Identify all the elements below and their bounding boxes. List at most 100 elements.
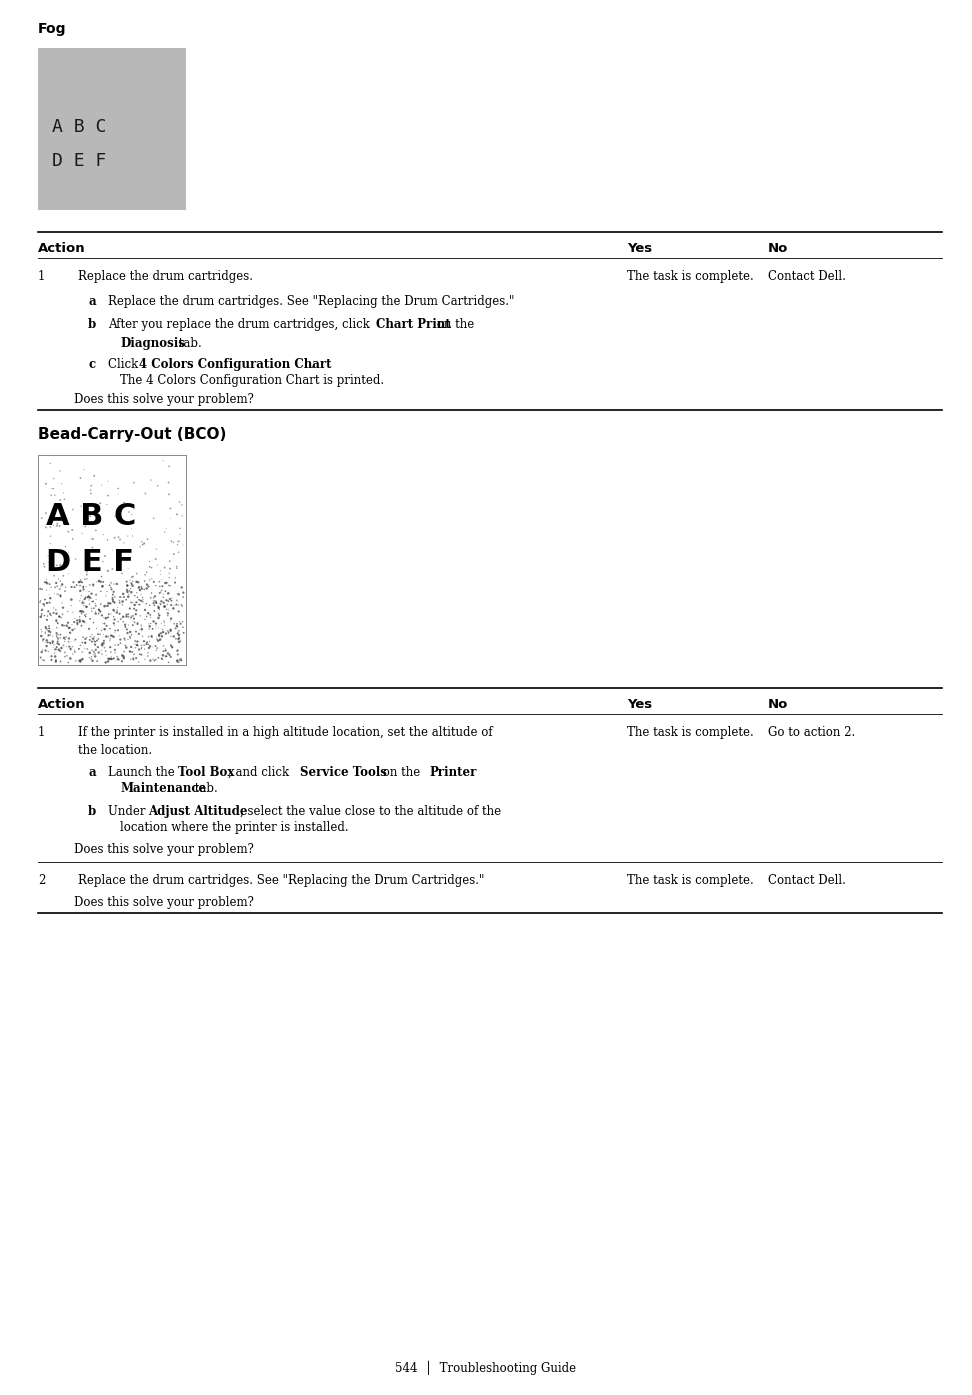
Point <box>43 632 58 654</box>
Point <box>162 550 178 572</box>
Point <box>46 547 61 569</box>
Point <box>79 626 94 649</box>
Point <box>139 631 155 653</box>
Point <box>57 536 73 558</box>
Point <box>171 600 187 622</box>
Point <box>96 618 112 640</box>
Point <box>161 582 177 604</box>
Point <box>48 650 63 672</box>
Point <box>154 590 169 612</box>
Point <box>158 644 174 667</box>
Point <box>47 583 62 605</box>
Point <box>127 629 143 651</box>
Point <box>124 591 140 614</box>
Point <box>49 651 64 674</box>
Point <box>102 647 118 670</box>
Point <box>90 628 106 650</box>
Point <box>79 564 94 586</box>
Text: Fog: Fog <box>38 22 66 36</box>
Point <box>74 572 89 594</box>
Point <box>175 611 191 633</box>
Point <box>53 473 69 495</box>
Point <box>72 605 87 628</box>
Point <box>154 612 169 635</box>
Point <box>133 643 149 665</box>
Point <box>107 591 122 614</box>
Text: The 4 Colors Configuration Chart is printed.: The 4 Colors Configuration Chart is prin… <box>120 374 384 386</box>
Text: No: No <box>768 241 788 255</box>
Point <box>130 611 146 633</box>
Point <box>154 579 169 601</box>
Point <box>42 591 57 614</box>
Point <box>41 624 56 646</box>
Point <box>88 519 104 541</box>
Text: Bead-Carry-Out (BCO): Bead-Carry-Out (BCO) <box>38 427 226 442</box>
Point <box>49 554 64 576</box>
Point <box>136 578 152 600</box>
Point <box>163 646 179 668</box>
Point <box>35 639 51 661</box>
Point <box>102 629 118 651</box>
Point <box>63 639 79 661</box>
Point <box>70 614 86 636</box>
Point <box>126 608 142 631</box>
Point <box>163 590 179 612</box>
Point <box>47 642 62 664</box>
Point <box>105 586 121 608</box>
Point <box>60 611 76 633</box>
Point <box>83 625 98 647</box>
Point <box>56 488 72 511</box>
Point <box>160 575 176 597</box>
Point <box>133 576 149 598</box>
Point <box>76 591 91 614</box>
Point <box>121 603 136 625</box>
Point <box>132 593 148 615</box>
Point <box>129 631 145 653</box>
Point <box>152 604 167 626</box>
Text: No: No <box>768 698 788 711</box>
Point <box>150 474 165 497</box>
Point <box>61 628 77 650</box>
Point <box>85 639 100 661</box>
Point <box>118 617 133 639</box>
Point <box>163 635 179 657</box>
Point <box>149 639 164 661</box>
Bar <box>38 455 186 665</box>
Point <box>94 635 110 657</box>
Point <box>155 575 170 597</box>
Point <box>103 647 119 670</box>
Point <box>67 576 83 598</box>
Point <box>166 612 182 635</box>
Point <box>33 590 49 612</box>
Point <box>120 579 135 601</box>
Point <box>85 536 100 558</box>
Point <box>124 640 140 663</box>
Point <box>160 622 176 644</box>
Bar <box>38 47 186 211</box>
Point <box>121 605 136 628</box>
Point <box>147 650 162 672</box>
Point <box>140 644 156 667</box>
Point <box>65 498 81 520</box>
Point <box>82 589 97 611</box>
Point <box>110 597 125 619</box>
Point <box>112 591 127 614</box>
Point <box>153 593 168 615</box>
Point <box>65 601 81 624</box>
Point <box>83 478 98 501</box>
Point <box>94 575 110 597</box>
Point <box>43 621 58 643</box>
Point <box>62 622 78 644</box>
Point <box>139 573 155 596</box>
Point <box>166 625 182 647</box>
Point <box>167 566 183 589</box>
Point <box>117 491 132 513</box>
Point <box>52 554 68 576</box>
Point <box>37 555 52 578</box>
Point <box>50 512 65 534</box>
Point <box>152 575 167 597</box>
Point <box>95 632 111 654</box>
Text: If the printer is installed in a high altitude location, set the altitude of: If the printer is installed in a high al… <box>78 725 493 739</box>
Point <box>95 523 111 545</box>
Point <box>76 575 91 597</box>
